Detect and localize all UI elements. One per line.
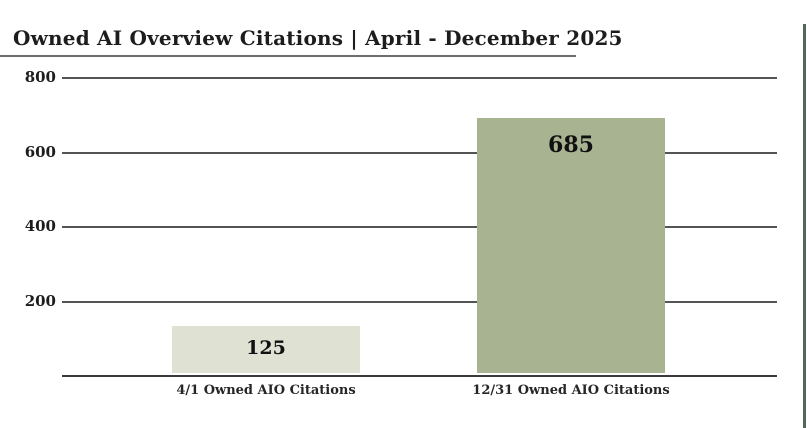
y-tick-label: 400 [24, 217, 56, 235]
gridline-800 [62, 77, 777, 79]
x-category-label: 4/1 Owned AIO Citations [176, 383, 356, 398]
x-category-label: 12/31 Owned AIO Citations [472, 383, 670, 398]
right-edge-line [803, 24, 806, 428]
y-tick-label: 800 [24, 68, 56, 86]
x-axis-line [62, 375, 777, 377]
gridline-600 [62, 151, 777, 154]
gridline-400 [62, 226, 777, 228]
gridline-200 [62, 300, 777, 303]
bar-2: 685 [477, 117, 665, 373]
bar-1: 125 [172, 326, 360, 373]
bar-value-label: 685 [548, 131, 594, 158]
plot-area: 125 4/1 Owned AIO Citations 685 12/31 Owned… [62, 77, 777, 398]
chart-title: Owned AI Overview Citations | April - De… [13, 26, 623, 50]
y-tick-label: 600 [24, 142, 56, 161]
y-tick-label: 200 [24, 291, 56, 310]
title-underline [0, 55, 576, 57]
y-axis-ticks: 800 600 400 200 [0, 0, 60, 428]
bar-value-label: 125 [246, 336, 286, 359]
